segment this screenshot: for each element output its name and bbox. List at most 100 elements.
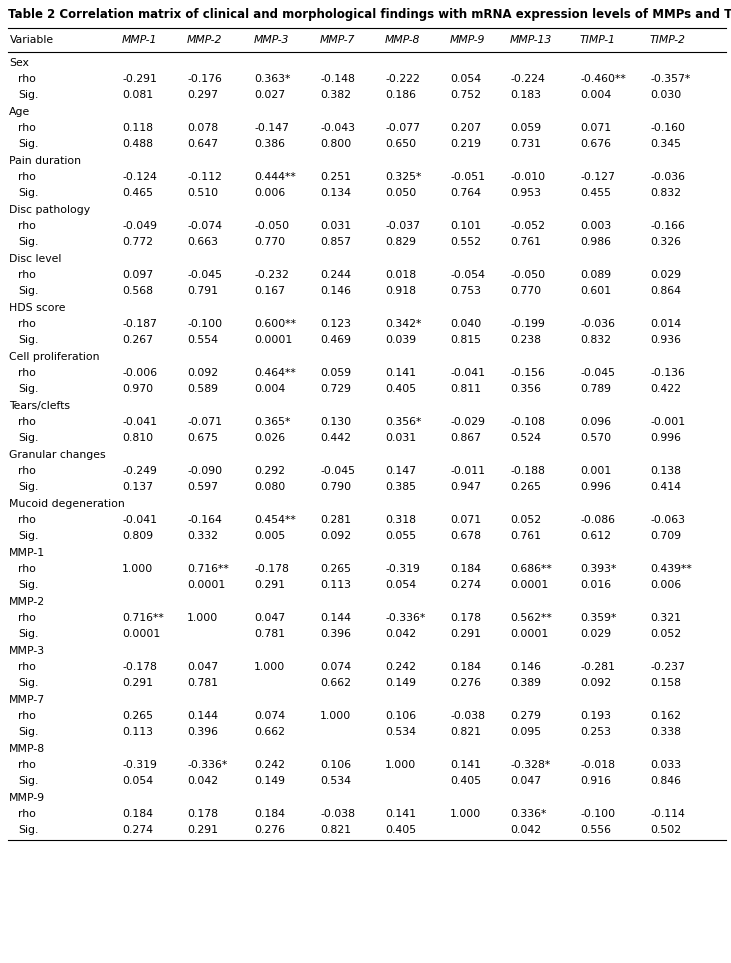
Text: 0.030: 0.030 — [650, 91, 681, 100]
Text: -0.328*: -0.328* — [510, 761, 550, 770]
Text: 0.047: 0.047 — [254, 613, 285, 623]
Text: 0.326: 0.326 — [650, 238, 681, 247]
Text: rho: rho — [18, 320, 36, 329]
Text: 0.138: 0.138 — [650, 466, 681, 477]
Text: -0.074: -0.074 — [187, 221, 222, 231]
Text: MMP-1: MMP-1 — [122, 35, 157, 45]
Text: -0.156: -0.156 — [510, 369, 545, 378]
Text: Sig.: Sig. — [18, 238, 38, 247]
Text: 0.752: 0.752 — [450, 91, 481, 100]
Text: 0.386: 0.386 — [254, 140, 285, 149]
Text: 0.097: 0.097 — [122, 271, 153, 280]
Text: 0.832: 0.832 — [580, 335, 611, 346]
Text: 0.078: 0.078 — [187, 123, 218, 134]
Text: 0.144: 0.144 — [187, 712, 218, 721]
Text: 0.356*: 0.356* — [385, 417, 421, 428]
Text: 0.556: 0.556 — [580, 825, 611, 835]
Text: MMP-2: MMP-2 — [9, 597, 45, 607]
Text: 0.267: 0.267 — [122, 335, 153, 346]
Text: MMP-3: MMP-3 — [254, 35, 289, 45]
Text: 0.137: 0.137 — [122, 482, 153, 492]
Text: -0.050: -0.050 — [254, 221, 289, 231]
Text: MMP-13: MMP-13 — [510, 35, 552, 45]
Text: MMP-9: MMP-9 — [9, 794, 45, 803]
Text: -0.077: -0.077 — [385, 123, 420, 134]
Text: 1.000: 1.000 — [187, 613, 219, 623]
Text: 0.731: 0.731 — [510, 140, 541, 149]
Text: 0.524: 0.524 — [510, 433, 541, 443]
Text: -0.063: -0.063 — [650, 515, 685, 526]
Text: Sig.: Sig. — [18, 91, 38, 100]
Text: 0.764: 0.764 — [450, 189, 481, 198]
Text: 0.554: 0.554 — [187, 335, 218, 346]
Text: 0.396: 0.396 — [187, 727, 218, 738]
Text: -0.086: -0.086 — [580, 515, 615, 526]
Text: 0.274: 0.274 — [450, 581, 481, 590]
Text: -0.319: -0.319 — [385, 564, 420, 574]
Text: 0.074: 0.074 — [254, 712, 285, 721]
Text: 0.113: 0.113 — [320, 581, 351, 590]
Text: 0.242: 0.242 — [385, 663, 416, 672]
Text: 0.318: 0.318 — [385, 515, 416, 526]
Text: -0.164: -0.164 — [187, 515, 222, 526]
Text: -0.319: -0.319 — [122, 761, 157, 770]
Text: -0.038: -0.038 — [320, 809, 355, 820]
Text: 0.552: 0.552 — [450, 238, 481, 247]
Text: 0.439**: 0.439** — [650, 564, 692, 574]
Text: Sig.: Sig. — [18, 532, 38, 541]
Text: 0.265: 0.265 — [320, 564, 351, 574]
Text: Sig.: Sig. — [18, 727, 38, 738]
Text: 0.568: 0.568 — [122, 286, 153, 297]
Text: -0.222: -0.222 — [385, 74, 420, 85]
Text: rho: rho — [18, 613, 36, 623]
Text: 1.000: 1.000 — [254, 663, 285, 672]
Text: 0.178: 0.178 — [187, 809, 218, 820]
Text: -0.148: -0.148 — [320, 74, 355, 85]
Text: 0.092: 0.092 — [320, 532, 351, 541]
Text: 0.770: 0.770 — [510, 286, 541, 297]
Text: 0.455: 0.455 — [580, 189, 611, 198]
Text: 0.265: 0.265 — [510, 482, 541, 492]
Text: 0.770: 0.770 — [254, 238, 285, 247]
Text: -0.147: -0.147 — [254, 123, 289, 134]
Text: 0.647: 0.647 — [187, 140, 218, 149]
Text: 0.291: 0.291 — [254, 581, 285, 590]
Text: rho: rho — [18, 466, 36, 477]
Text: -0.071: -0.071 — [187, 417, 222, 428]
Text: -0.018: -0.018 — [580, 761, 615, 770]
Text: 0.534: 0.534 — [385, 727, 416, 738]
Text: rho: rho — [18, 271, 36, 280]
Text: Disc level: Disc level — [9, 254, 61, 264]
Text: Sig.: Sig. — [18, 433, 38, 443]
Text: 0.001: 0.001 — [580, 466, 611, 477]
Text: Tears/clefts: Tears/clefts — [9, 401, 70, 411]
Text: 0.857: 0.857 — [320, 238, 351, 247]
Text: 0.953: 0.953 — [510, 189, 541, 198]
Text: 0.918: 0.918 — [385, 286, 416, 297]
Text: 0.101: 0.101 — [450, 221, 481, 231]
Text: -0.136: -0.136 — [650, 369, 685, 378]
Text: 0.147: 0.147 — [385, 466, 416, 477]
Text: -0.336*: -0.336* — [385, 613, 425, 623]
Text: 1.000: 1.000 — [385, 761, 416, 770]
Text: 0.141: 0.141 — [385, 369, 416, 378]
Text: -0.049: -0.049 — [122, 221, 157, 231]
Text: 0.018: 0.018 — [385, 271, 416, 280]
Text: 0.562**: 0.562** — [510, 613, 552, 623]
Text: 0.829: 0.829 — [385, 238, 416, 247]
Text: 0.080: 0.080 — [254, 482, 285, 492]
Text: 0.050: 0.050 — [385, 189, 416, 198]
Text: Pain duration: Pain duration — [9, 156, 81, 166]
Text: 0.047: 0.047 — [510, 776, 541, 787]
Text: 0.454**: 0.454** — [254, 515, 296, 526]
Text: 0.716**: 0.716** — [187, 564, 229, 574]
Text: 0.141: 0.141 — [450, 761, 481, 770]
Text: rho: rho — [18, 663, 36, 672]
Text: 0.095: 0.095 — [510, 727, 541, 738]
Text: 1.000: 1.000 — [320, 712, 352, 721]
Text: -0.043: -0.043 — [320, 123, 355, 134]
Text: 0.675: 0.675 — [187, 433, 218, 443]
Text: 0.916: 0.916 — [580, 776, 611, 787]
Text: 0.238: 0.238 — [510, 335, 541, 346]
Text: Sig.: Sig. — [18, 825, 38, 835]
